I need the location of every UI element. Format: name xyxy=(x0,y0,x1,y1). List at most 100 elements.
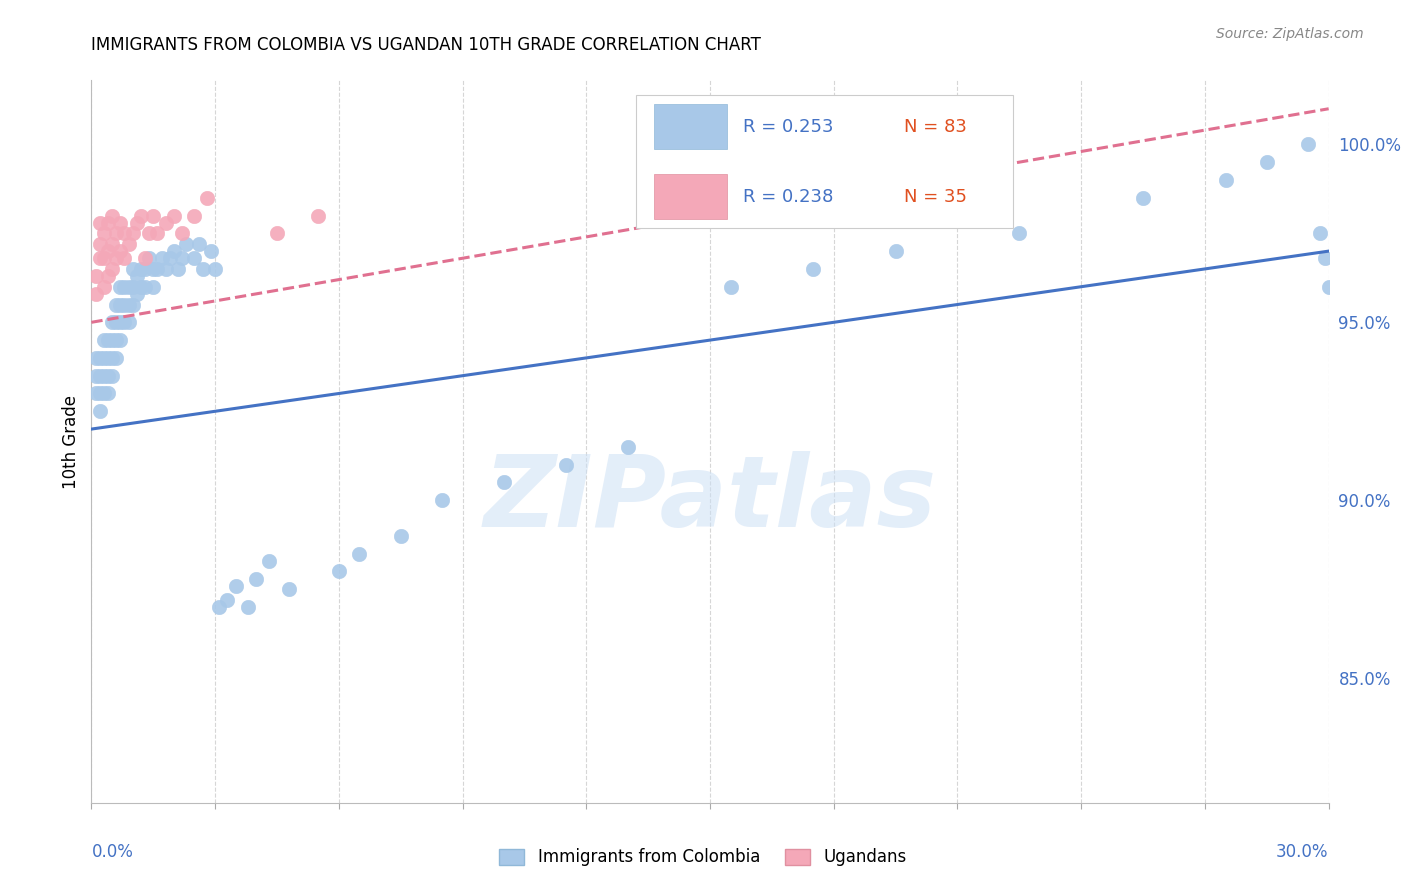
Point xyxy=(112,315,135,329)
Point xyxy=(1008,227,1031,241)
Point xyxy=(121,261,143,276)
Point xyxy=(1309,227,1331,241)
Point xyxy=(89,252,111,266)
Point xyxy=(93,368,115,383)
Point xyxy=(121,227,143,241)
Point xyxy=(101,351,124,365)
Point xyxy=(125,216,148,230)
Point xyxy=(117,279,139,293)
Text: ZIPatlas: ZIPatlas xyxy=(484,450,936,548)
Point xyxy=(174,237,197,252)
Point xyxy=(884,244,907,259)
Point xyxy=(245,572,267,586)
Point xyxy=(117,237,139,252)
Point xyxy=(105,297,128,311)
Point xyxy=(183,252,205,266)
Point xyxy=(257,554,280,568)
Point xyxy=(134,279,156,293)
Point xyxy=(1215,173,1237,187)
Text: N = 35: N = 35 xyxy=(904,187,967,205)
Point xyxy=(105,315,128,329)
Point xyxy=(1296,137,1319,152)
Point xyxy=(110,297,132,311)
FancyBboxPatch shape xyxy=(654,174,727,219)
Point xyxy=(720,279,742,293)
Point xyxy=(105,333,128,347)
Point xyxy=(1256,155,1278,169)
Point xyxy=(93,333,115,347)
Point xyxy=(112,279,135,293)
Text: R = 0.238: R = 0.238 xyxy=(744,187,834,205)
Point xyxy=(97,244,120,259)
Point xyxy=(183,209,205,223)
Point xyxy=(142,261,165,276)
Point xyxy=(84,286,107,301)
Point xyxy=(93,252,115,266)
Point xyxy=(307,209,329,223)
Point xyxy=(200,244,222,259)
Point xyxy=(430,493,453,508)
Y-axis label: 10th Grade: 10th Grade xyxy=(62,394,80,489)
Point xyxy=(129,261,152,276)
Point xyxy=(101,333,124,347)
Point xyxy=(89,216,111,230)
Point xyxy=(191,261,214,276)
Point xyxy=(1132,191,1154,205)
Point xyxy=(97,333,120,347)
Point xyxy=(328,565,350,579)
Point xyxy=(97,351,120,365)
Point xyxy=(134,261,156,276)
Point xyxy=(125,286,148,301)
Point xyxy=(208,600,231,615)
Point xyxy=(129,279,152,293)
Point xyxy=(492,475,515,490)
Point xyxy=(389,529,412,543)
Point xyxy=(138,252,160,266)
Point xyxy=(110,315,132,329)
Point xyxy=(125,268,148,283)
Point xyxy=(89,386,111,401)
Point xyxy=(89,351,111,365)
Point xyxy=(187,237,209,252)
Text: 0.0%: 0.0% xyxy=(91,843,134,861)
Point xyxy=(616,440,638,454)
Point xyxy=(105,227,128,241)
Point xyxy=(129,209,152,223)
Point xyxy=(93,386,115,401)
Point xyxy=(105,252,128,266)
Point xyxy=(112,252,135,266)
Point xyxy=(155,261,177,276)
Point xyxy=(172,227,194,241)
Point xyxy=(97,216,120,230)
Text: R = 0.253: R = 0.253 xyxy=(744,118,834,136)
Point xyxy=(84,351,107,365)
Point xyxy=(97,368,120,383)
Point xyxy=(101,315,124,329)
Point xyxy=(236,600,259,615)
Point xyxy=(159,252,181,266)
Point xyxy=(93,227,115,241)
Point xyxy=(110,279,132,293)
Point xyxy=(121,297,143,311)
Point xyxy=(134,252,156,266)
Point xyxy=(101,237,124,252)
Point xyxy=(142,279,165,293)
Text: N = 83: N = 83 xyxy=(904,118,967,136)
Point xyxy=(1313,252,1336,266)
Point xyxy=(146,261,169,276)
Point xyxy=(105,351,128,365)
Point xyxy=(204,261,226,276)
Point xyxy=(93,351,115,365)
Point xyxy=(89,368,111,383)
Point xyxy=(89,237,111,252)
Point xyxy=(217,593,239,607)
Point xyxy=(801,261,824,276)
Point xyxy=(97,268,120,283)
FancyBboxPatch shape xyxy=(654,104,727,149)
Point xyxy=(101,209,124,223)
Point xyxy=(89,404,111,418)
Point xyxy=(225,579,247,593)
Text: Source: ZipAtlas.com: Source: ZipAtlas.com xyxy=(1216,27,1364,41)
Point xyxy=(554,458,576,472)
Text: IMMIGRANTS FROM COLOMBIA VS UGANDAN 10TH GRADE CORRELATION CHART: IMMIGRANTS FROM COLOMBIA VS UGANDAN 10TH… xyxy=(91,36,761,54)
